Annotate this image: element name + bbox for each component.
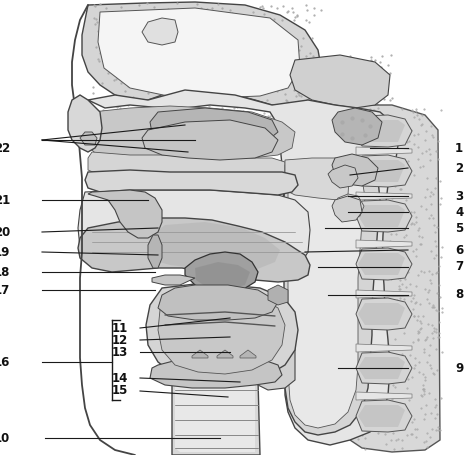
Text: 7: 7	[455, 261, 463, 273]
Polygon shape	[142, 120, 278, 160]
Text: 2: 2	[455, 162, 463, 175]
Text: 5: 5	[455, 222, 463, 234]
Polygon shape	[88, 106, 295, 158]
Polygon shape	[158, 285, 278, 320]
Polygon shape	[217, 350, 233, 358]
Polygon shape	[82, 2, 322, 105]
Polygon shape	[148, 222, 280, 270]
Polygon shape	[172, 378, 260, 455]
Polygon shape	[356, 352, 412, 384]
Polygon shape	[356, 344, 412, 352]
Polygon shape	[175, 380, 255, 452]
Text: 16: 16	[0, 355, 10, 369]
Polygon shape	[268, 285, 288, 305]
Polygon shape	[80, 132, 97, 145]
Text: 10: 10	[0, 431, 10, 445]
Text: 12: 12	[112, 334, 128, 347]
Text: 21: 21	[0, 193, 10, 207]
Polygon shape	[192, 350, 208, 358]
Polygon shape	[356, 147, 412, 155]
Polygon shape	[356, 200, 412, 232]
Polygon shape	[332, 196, 362, 222]
Polygon shape	[152, 275, 195, 285]
Polygon shape	[78, 190, 310, 275]
Polygon shape	[358, 160, 405, 182]
Text: 22: 22	[0, 142, 10, 155]
Text: 15: 15	[112, 384, 128, 398]
Text: 20: 20	[0, 226, 10, 238]
Polygon shape	[358, 303, 405, 325]
Polygon shape	[284, 160, 380, 435]
Polygon shape	[146, 284, 298, 382]
Polygon shape	[358, 205, 405, 227]
Polygon shape	[290, 55, 390, 108]
Polygon shape	[356, 155, 412, 187]
Polygon shape	[356, 115, 412, 147]
Polygon shape	[350, 105, 440, 452]
Polygon shape	[332, 154, 378, 186]
Polygon shape	[78, 218, 310, 282]
Polygon shape	[98, 8, 300, 98]
Polygon shape	[332, 108, 382, 145]
Text: 8: 8	[455, 288, 463, 302]
Polygon shape	[358, 405, 405, 427]
Polygon shape	[285, 162, 350, 174]
Polygon shape	[356, 248, 412, 280]
Polygon shape	[195, 262, 250, 290]
Text: 18: 18	[0, 266, 10, 278]
Polygon shape	[358, 120, 405, 142]
Text: 3: 3	[455, 189, 463, 202]
Text: 17: 17	[0, 283, 10, 297]
Polygon shape	[150, 356, 282, 388]
Polygon shape	[88, 152, 285, 178]
Text: 4: 4	[455, 206, 463, 218]
Polygon shape	[68, 95, 102, 152]
Polygon shape	[285, 158, 350, 200]
Polygon shape	[358, 253, 405, 275]
Polygon shape	[185, 252, 258, 294]
Polygon shape	[356, 400, 412, 432]
Polygon shape	[356, 298, 412, 330]
Polygon shape	[334, 194, 364, 218]
Polygon shape	[285, 164, 365, 428]
Text: 11: 11	[112, 322, 128, 334]
Polygon shape	[356, 392, 412, 400]
Polygon shape	[150, 108, 278, 144]
Text: 19: 19	[0, 246, 10, 258]
Polygon shape	[240, 350, 256, 358]
Text: 9: 9	[455, 362, 463, 374]
Text: 14: 14	[112, 371, 128, 384]
Polygon shape	[356, 290, 412, 298]
Polygon shape	[148, 235, 162, 268]
Polygon shape	[85, 170, 298, 195]
Text: 1: 1	[455, 142, 463, 155]
Polygon shape	[88, 90, 398, 445]
Polygon shape	[142, 18, 178, 45]
Polygon shape	[88, 190, 162, 238]
Text: 6: 6	[455, 243, 463, 257]
Polygon shape	[356, 192, 412, 200]
Polygon shape	[358, 357, 405, 379]
Text: 13: 13	[112, 345, 128, 359]
Polygon shape	[158, 292, 285, 374]
Polygon shape	[356, 240, 412, 248]
Polygon shape	[255, 338, 295, 390]
Polygon shape	[328, 165, 358, 188]
